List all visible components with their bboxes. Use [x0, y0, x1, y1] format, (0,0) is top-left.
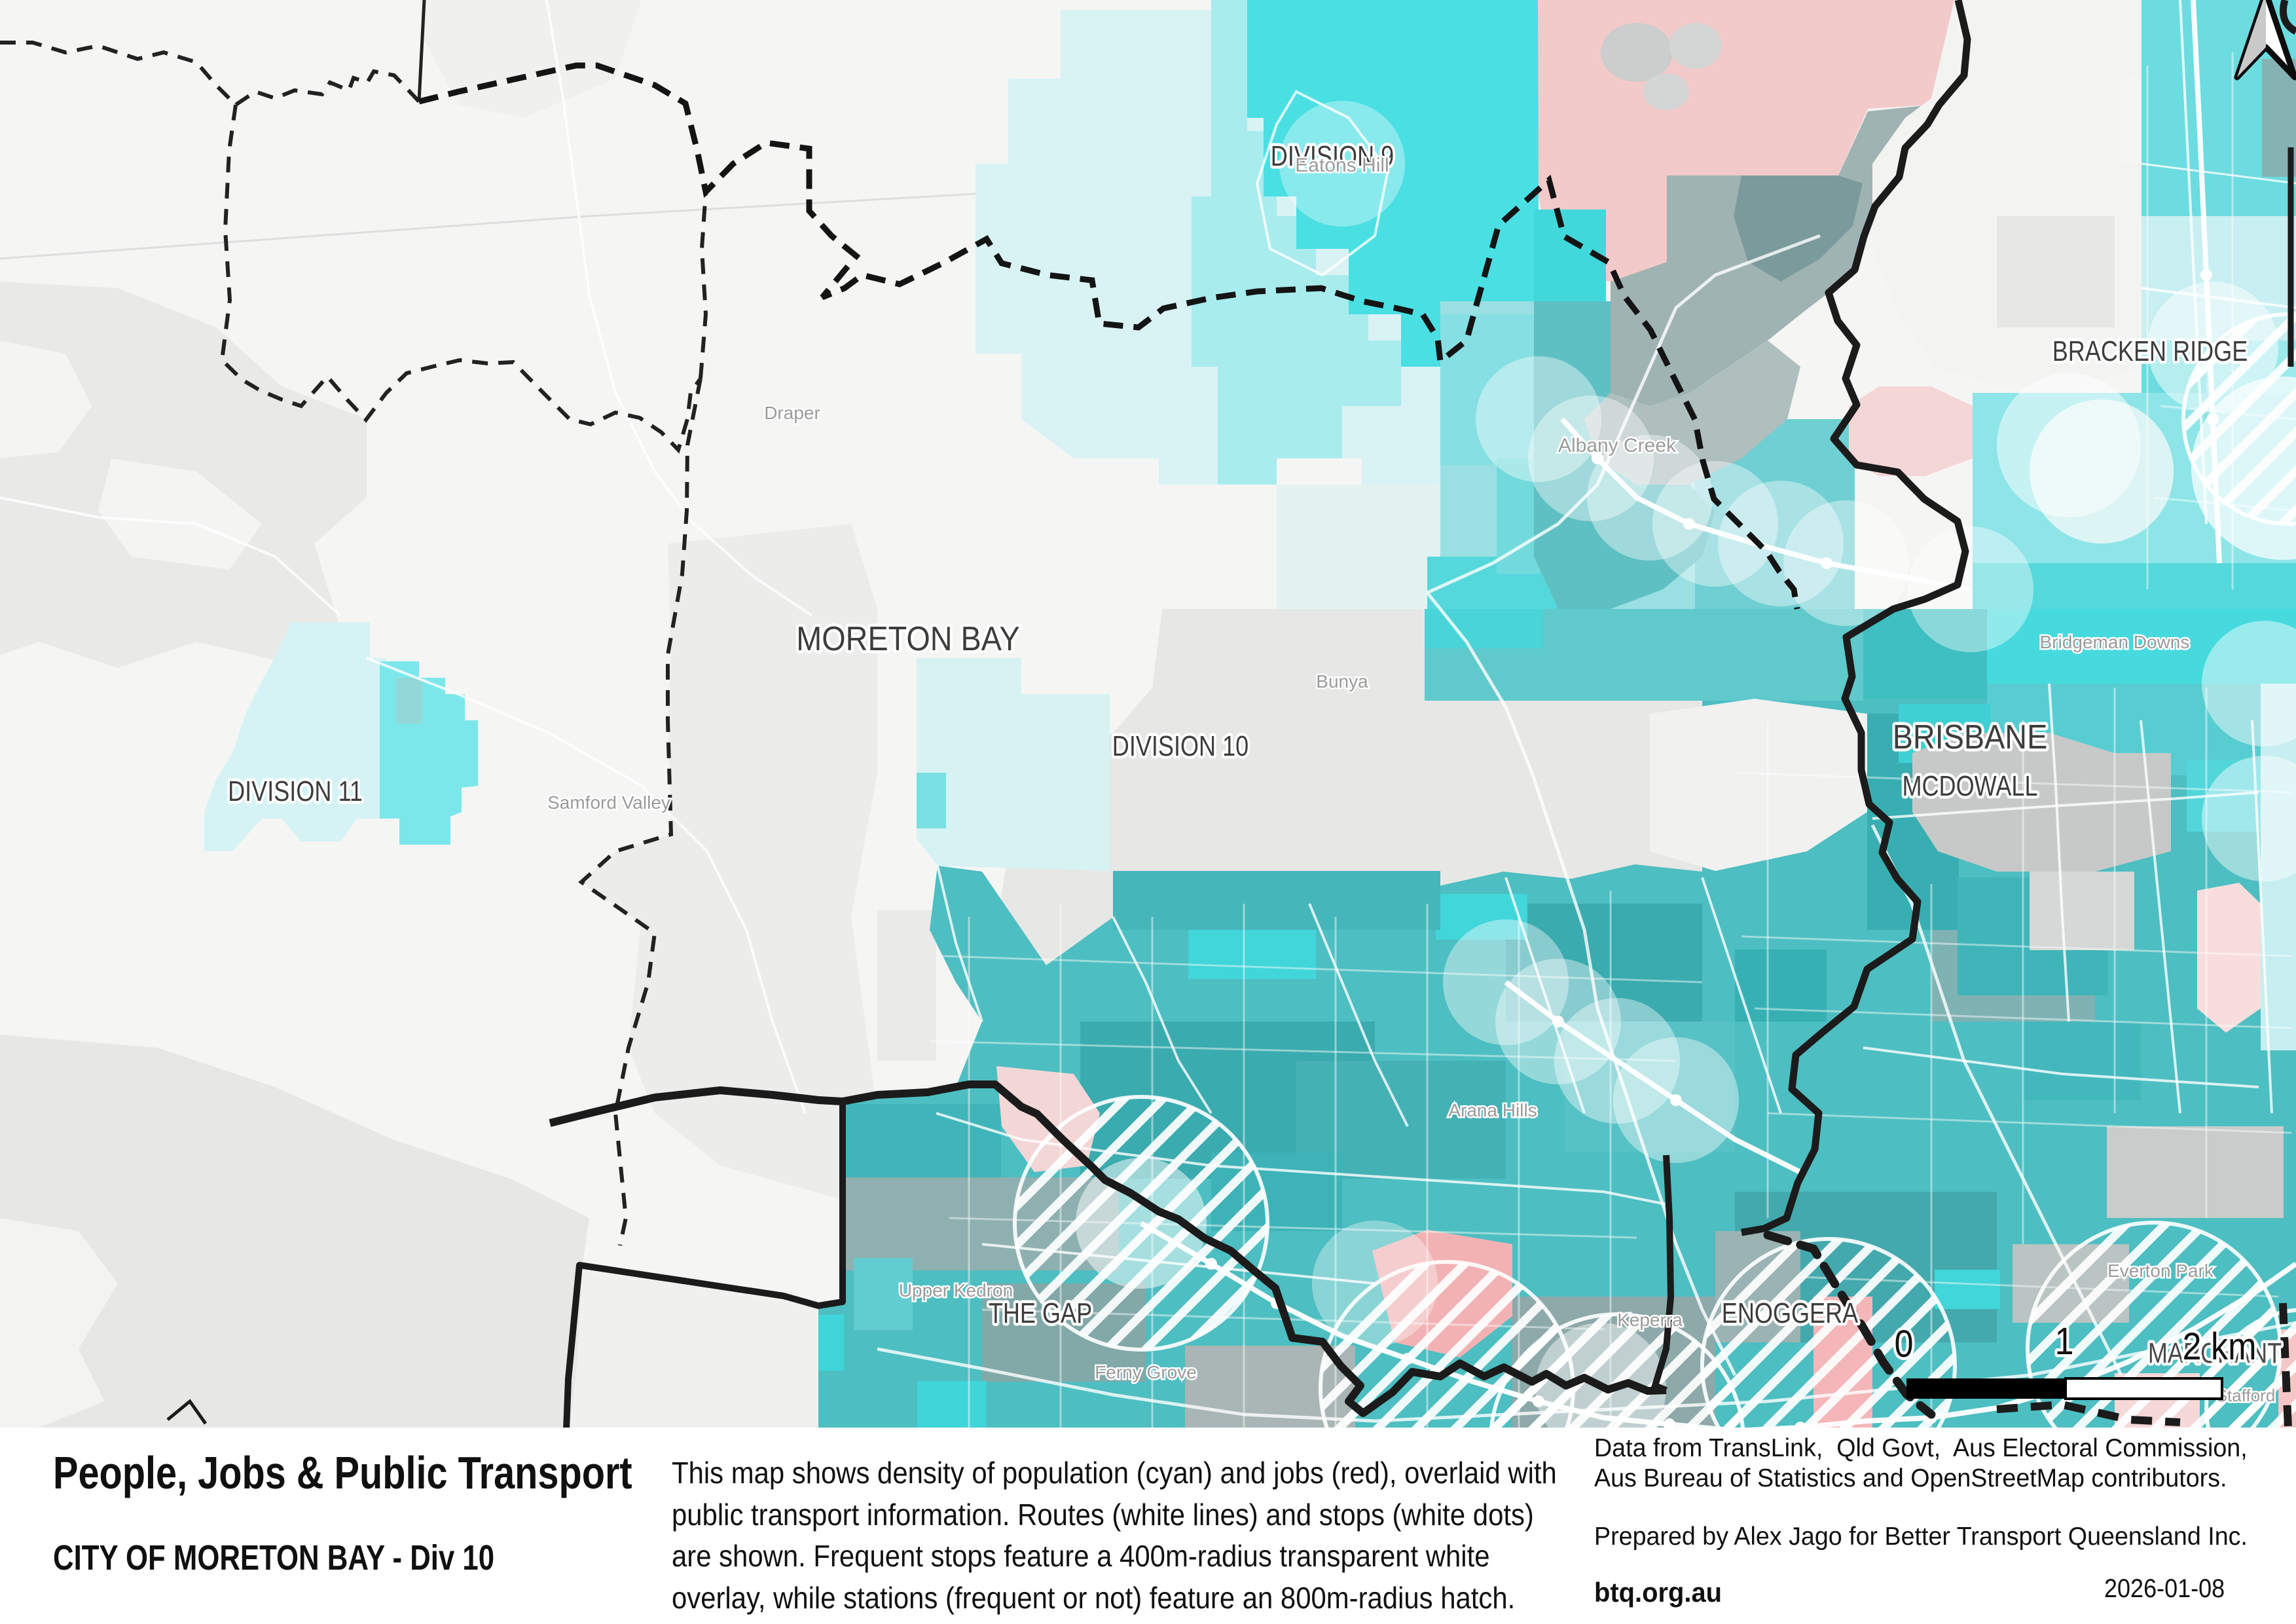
svg-text:Bunya: Bunya	[1316, 671, 1368, 692]
svg-text:Arana Hills: Arana Hills	[1448, 1100, 1537, 1120]
svg-text:Samford Valley: Samford Valley	[547, 792, 670, 813]
svg-text:1: 1	[2054, 1320, 2073, 1362]
svg-text:ENOGGERA: ENOGGERA	[1722, 1297, 1859, 1329]
svg-text:DIVISION 11: DIVISION 11	[228, 775, 363, 807]
svg-text:DIVISION 9: DIVISION 9	[1271, 140, 1394, 172]
svg-text:Upper Kedron: Upper Kedron	[899, 1280, 1013, 1301]
svg-text:Bridgeman Downs: Bridgeman Downs	[2040, 632, 2190, 652]
svg-text:BRACKEN RIDGE: BRACKEN RIDGE	[2052, 335, 2248, 367]
svg-text:MARCHANT: MARCHANT	[2148, 1337, 2282, 1369]
svg-text:0: 0	[1894, 1322, 1913, 1365]
svg-text:DIVISION 10: DIVISION 10	[1112, 730, 1248, 762]
svg-text:Draper: Draper	[764, 403, 820, 423]
svg-text:2 km: 2 km	[2182, 1325, 2256, 1367]
svg-text:THE GAP: THE GAP	[989, 1297, 1092, 1329]
svg-text:Albany Creek: Albany Creek	[1558, 435, 1677, 456]
svg-text:Keperra: Keperra	[1617, 1310, 1683, 1330]
svg-text:Ferny Grove: Ferny Grove	[1095, 1362, 1197, 1382]
svg-text:Everton Park: Everton Park	[2107, 1261, 2214, 1281]
svg-text:Stafford: Stafford	[2216, 1386, 2276, 1405]
svg-text:Eatons Hill: Eatons Hill	[1295, 155, 1389, 176]
svg-text:MORETON BAY: MORETON BAY	[796, 620, 1019, 658]
svg-text:MCDOWALL: MCDOWALL	[1902, 770, 2037, 802]
svg-text:BRISBANE: BRISBANE	[1893, 718, 2048, 756]
